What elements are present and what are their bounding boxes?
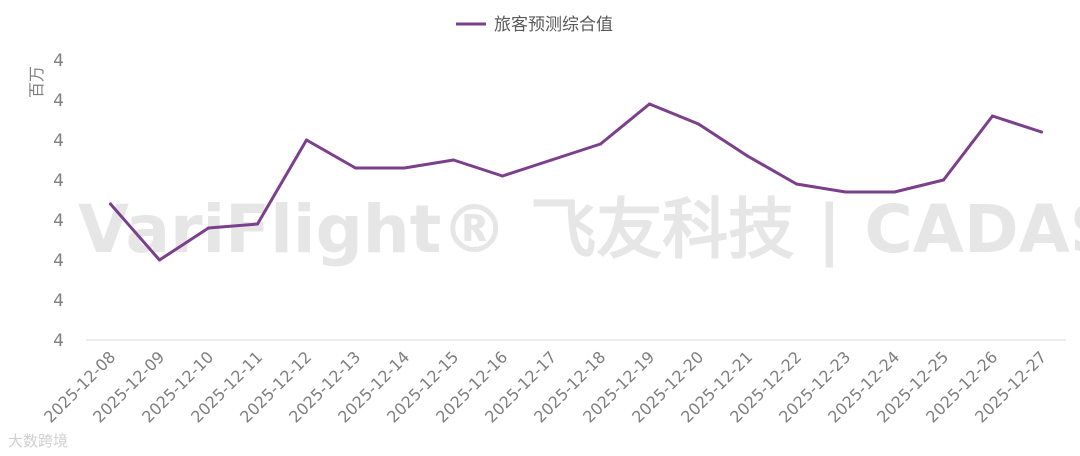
data-point <box>452 158 455 162</box>
y-tick-label: 4 <box>53 131 64 151</box>
y-tick-label: 4 <box>53 291 64 311</box>
legend-label: 旅客预测综合值 <box>494 15 613 35</box>
data-point <box>697 122 700 126</box>
data-point <box>746 154 749 158</box>
data-point <box>550 158 553 162</box>
data-point <box>991 114 994 118</box>
y-axis-label: 百万 <box>27 66 46 98</box>
y-tick-label: 4 <box>53 211 64 231</box>
series-group <box>109 102 1043 262</box>
x-axis: 2025-12-082025-12-092025-12-102025-12-11… <box>40 347 1050 426</box>
data-point <box>795 182 798 186</box>
y-tick-label: 4 <box>53 91 64 111</box>
data-point <box>158 258 161 262</box>
data-point <box>893 190 896 194</box>
y-tick-label: 4 <box>53 331 64 351</box>
series-line <box>109 102 1043 262</box>
data-point <box>599 142 602 146</box>
data-point <box>844 190 847 194</box>
data-point <box>1040 130 1043 134</box>
data-point <box>207 226 210 230</box>
data-point <box>942 178 945 182</box>
legend: 旅客预测综合值 <box>456 15 613 35</box>
watermark: VariFlight® 飞友科技 | CADAS® 大数跨境 <box>8 191 1080 450</box>
y-tick-label: 4 <box>53 251 64 271</box>
data-point <box>403 166 406 170</box>
data-point <box>256 222 259 226</box>
data-point <box>305 138 308 142</box>
y-tick-label: 4 <box>53 171 64 191</box>
y-axis: 4 4 4 4 4 4 4 4 <box>53 51 64 351</box>
data-point <box>648 102 651 106</box>
watermark-brand: VariFlight® 飞友科技 | CADAS® <box>78 191 1080 269</box>
y-tick-label: 4 <box>53 51 64 71</box>
data-point <box>109 202 112 206</box>
watermark-footer: 大数跨境 <box>8 432 68 450</box>
data-point <box>354 166 357 170</box>
data-point <box>501 174 504 178</box>
